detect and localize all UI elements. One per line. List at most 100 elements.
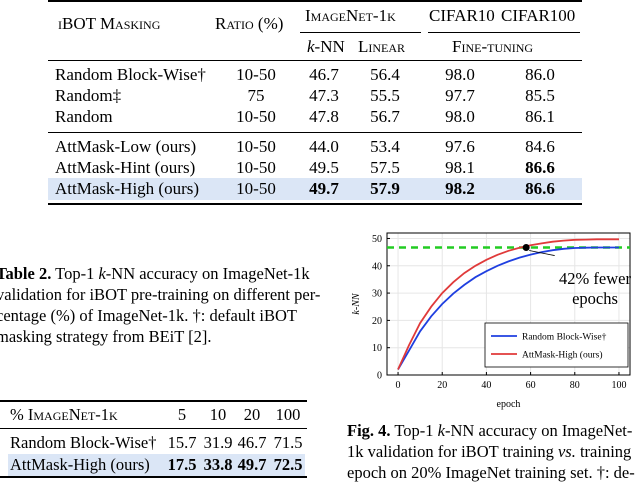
y-tick-label: 40 — [372, 261, 382, 272]
table1-top-rule — [48, 0, 582, 2]
header-linear: Linear — [358, 37, 406, 56]
table2-value: 46.7 — [237, 433, 267, 452]
header-masking: iBOT Masking — [58, 14, 161, 33]
x-tick-label: 60 — [526, 380, 536, 391]
table1-cifar10: 98.0 — [445, 65, 475, 84]
series-line-random-blockwise — [397, 246, 619, 370]
table1-ratio: 10-50 — [236, 179, 276, 198]
table1-highlight-row — [48, 178, 582, 200]
table1-cmid-rule-2 — [428, 32, 580, 33]
annotation-line-1: 42% fewer — [559, 269, 631, 288]
legend-label: Random Block-Wise† — [522, 333, 607, 343]
caption2-line-1: Table 2. Top-1 k-NN accuracy on ImageNet… — [0, 264, 310, 283]
x-tick-label: 100 — [611, 380, 626, 391]
table1-cifar100: 84.6 — [525, 137, 555, 156]
table1-method: AttMask-Hint (ours) — [55, 158, 196, 177]
table1-knn: 46.7 — [309, 65, 339, 84]
table1-knn: 47.8 — [309, 107, 339, 126]
header-ratio: Ratio (%) — [215, 14, 284, 33]
table1-knn: 49.5 — [309, 158, 339, 177]
caption4-line-3: epoch on 20% ImageNet training set. †: d… — [347, 463, 635, 482]
table1-cifar100: 86.0 — [525, 65, 555, 84]
header-finetuning: Fine-tuning — [452, 37, 534, 56]
header-cifar10: CIFAR10 — [429, 6, 495, 25]
caption2-line-4: masking strategy from BEiT [2]. — [0, 327, 212, 346]
table1-linear: 56.7 — [370, 107, 400, 126]
table1-ratio: 10-50 — [236, 107, 276, 126]
annotation-line-2: epochs — [572, 289, 618, 308]
table1-ratio: 75 — [247, 86, 265, 105]
y-tick-label: 30 — [372, 289, 382, 300]
header-imagenet: ImageNet-1k — [305, 6, 396, 25]
table2-value: 33.8 — [203, 455, 233, 474]
table2-mid-rule — [0, 428, 307, 429]
table1-ratio: 10-50 — [236, 158, 276, 177]
table1-linear: 55.5 — [370, 86, 400, 105]
y-axis-label: k-NN — [351, 292, 362, 314]
table1-method: AttMask-High (ours) — [55, 179, 200, 198]
table1-method: Random Block-Wise† — [55, 65, 206, 84]
y-tick-label: 50 — [372, 234, 382, 245]
y-tick-label: 20 — [372, 316, 382, 327]
table1-mid-rule — [48, 60, 582, 61]
plot-frame — [386, 232, 631, 376]
table1-ratio: 10-50 — [236, 137, 276, 156]
legend-label: AttMask-High (ours) — [522, 350, 602, 361]
table1-linear: 57.5 — [370, 158, 400, 177]
table1-cifar10: 98.2 — [445, 179, 475, 198]
x-tick-label: 40 — [481, 380, 491, 391]
table1-ratio: 10-50 — [236, 65, 276, 84]
caption4-line-2: 1k validation for iBOT training vs. trai… — [347, 442, 632, 461]
table2-value: 17.5 — [167, 455, 197, 474]
table1-cifar10: 97.7 — [445, 86, 475, 105]
x-tick-label: 80 — [570, 380, 580, 391]
table2-value: 71.5 — [273, 433, 303, 452]
table2-highlight-row — [8, 454, 305, 476]
table1-knn: 47.3 — [309, 86, 339, 105]
table1-cifar10: 98.1 — [445, 158, 475, 177]
table2-value: 15.7 — [167, 433, 197, 452]
x-tick-label: 20 — [437, 380, 447, 391]
caption4-line-1: Fig. 4. Top-1 k-NN accuracy on ImageNet- — [347, 421, 633, 440]
table2-header-pct: 20 — [243, 405, 261, 424]
intersection-marker — [522, 243, 530, 251]
table2-method: Random Block-Wise† — [10, 433, 157, 452]
annotation-arrow — [529, 250, 555, 256]
caption2-text-1: Top-1 k-NN accuracy on ImageNet-1k — [55, 264, 310, 283]
table1-linear: 57.9 — [370, 179, 400, 198]
table1-bottom-rule — [48, 203, 582, 205]
legend-box — [484, 322, 629, 368]
header-cifar100: CIFAR100 — [501, 6, 576, 25]
table2-value: 31.9 — [203, 433, 233, 452]
table1-cifar100: 86.6 — [525, 158, 555, 177]
table2-header-pct: 10 — [209, 405, 227, 424]
y-tick-label: 10 — [372, 343, 382, 354]
table1-linear: 53.4 — [370, 137, 400, 156]
table1-cifar100: 85.5 — [525, 86, 555, 105]
header-knn: k-NN — [307, 37, 345, 56]
caption2-line-2: validation for iBOT pre-training on diff… — [0, 285, 321, 304]
table2-method: AttMask-High (ours) — [10, 455, 150, 474]
caption4-text-1: Top-1 k-NN accuracy on ImageNet- — [390, 421, 633, 440]
table2-header-pct: 5 — [177, 405, 187, 424]
x-axis-label: epoch — [497, 399, 521, 410]
table1-knn: 44.0 — [309, 137, 339, 156]
table1-cmid-rule-1 — [300, 32, 421, 33]
table1-cifar10: 98.0 — [445, 107, 475, 126]
table1-method: AttMask-Low (ours) — [55, 137, 197, 156]
table2-bottom-rule — [0, 476, 307, 478]
table2-value: 49.7 — [237, 455, 267, 474]
table1-knn: 49.7 — [309, 179, 339, 198]
table1-cifar100: 86.6 — [525, 179, 555, 198]
table2-value: 72.5 — [273, 455, 303, 474]
table1-method: Random‡ — [55, 86, 122, 105]
table2-header-pct: 100 — [275, 405, 301, 424]
fig4-chart: 0 10 20 30 40 50 0 20 40 60 80 100 epoch k-NN 42% fewe… — [351, 232, 631, 410]
x-tick-label: 0 — [396, 380, 401, 391]
table1-method: Random — [55, 107, 113, 126]
table1-cifar100: 86.1 — [525, 107, 555, 126]
table1-linear: 56.4 — [370, 65, 400, 84]
table2-header-label: % ImageNet-1k — [10, 405, 118, 424]
caption2-line-3: centage (%) of ImageNet-1k. †: default i… — [0, 306, 298, 325]
table2-top-rule — [0, 400, 307, 402]
